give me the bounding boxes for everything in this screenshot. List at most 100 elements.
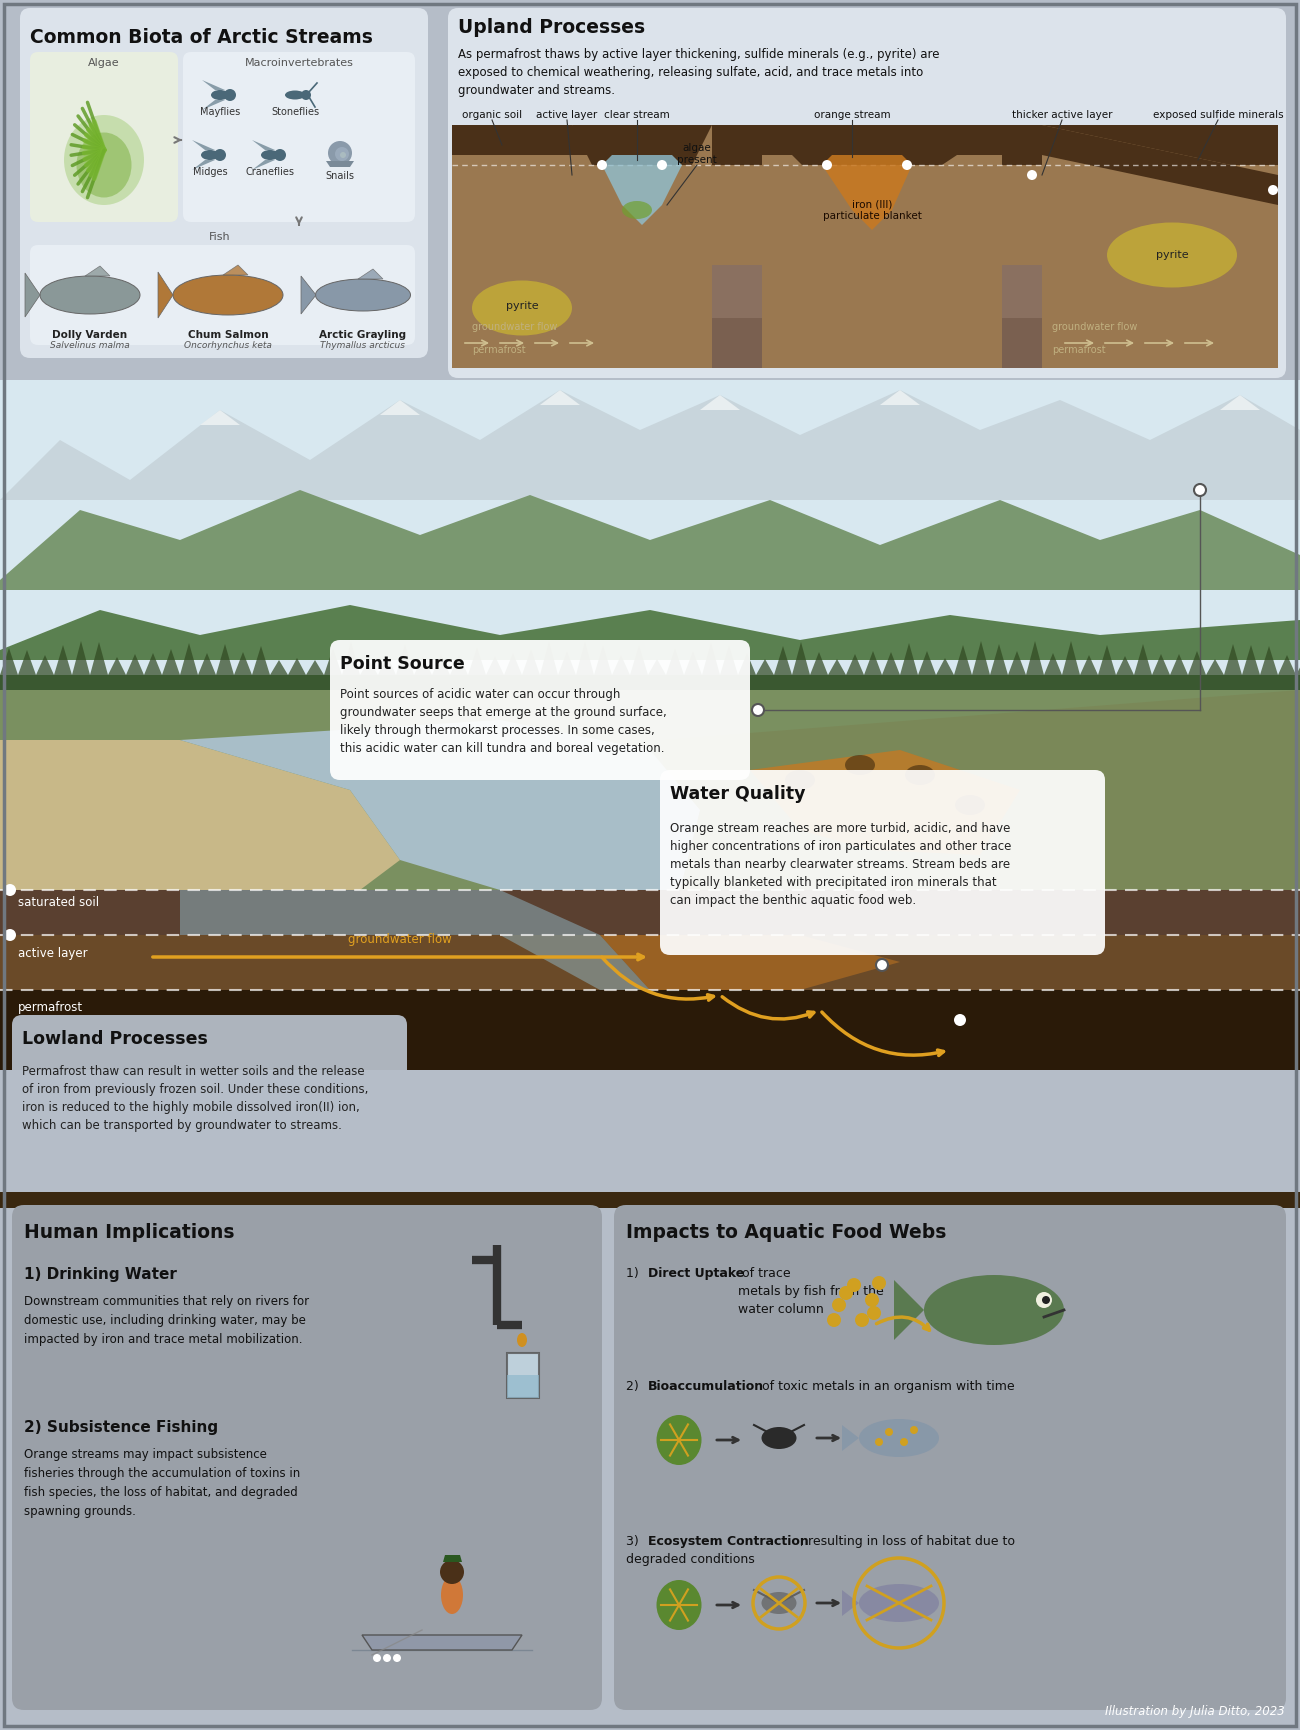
- Polygon shape: [602, 156, 682, 225]
- Text: exposed sulfide minerals: exposed sulfide minerals: [1153, 111, 1283, 119]
- Circle shape: [872, 1277, 887, 1291]
- Text: degraded conditions: degraded conditions: [627, 1554, 755, 1566]
- Circle shape: [910, 1426, 918, 1434]
- Polygon shape: [72, 642, 90, 675]
- Polygon shape: [326, 161, 354, 168]
- Polygon shape: [750, 751, 1020, 855]
- FancyBboxPatch shape: [660, 770, 1105, 955]
- Text: permafrost: permafrost: [18, 1002, 83, 1014]
- Circle shape: [439, 1560, 464, 1585]
- Circle shape: [867, 1306, 881, 1320]
- Bar: [0, 1192, 1300, 1208]
- Text: 1): 1): [627, 1266, 642, 1280]
- Polygon shape: [601, 934, 900, 990]
- Ellipse shape: [656, 1415, 702, 1465]
- Text: Illustration by Julia Ditto, 2023: Illustration by Julia Ditto, 2023: [1105, 1706, 1284, 1718]
- Polygon shape: [1043, 125, 1278, 368]
- Text: Arctic Grayling: Arctic Grayling: [320, 330, 407, 341]
- Circle shape: [335, 147, 348, 161]
- Circle shape: [224, 88, 237, 100]
- Bar: [0, 889, 1300, 934]
- Polygon shape: [1260, 645, 1278, 675]
- Polygon shape: [702, 642, 720, 675]
- Polygon shape: [1043, 125, 1278, 204]
- Polygon shape: [1098, 645, 1115, 675]
- Ellipse shape: [859, 1419, 939, 1457]
- Polygon shape: [202, 80, 225, 90]
- Text: saturated soil: saturated soil: [18, 896, 99, 908]
- Text: Impacts to Aquatic Food Webs: Impacts to Aquatic Food Webs: [627, 1223, 946, 1242]
- Ellipse shape: [261, 151, 280, 159]
- Ellipse shape: [211, 90, 229, 100]
- Circle shape: [302, 90, 311, 100]
- FancyBboxPatch shape: [12, 1206, 602, 1709]
- Polygon shape: [1188, 650, 1206, 675]
- FancyBboxPatch shape: [12, 1016, 407, 1185]
- Circle shape: [885, 1427, 893, 1436]
- Polygon shape: [881, 652, 900, 675]
- Ellipse shape: [441, 1576, 463, 1614]
- Text: Fish: Fish: [209, 232, 231, 242]
- Polygon shape: [540, 642, 558, 675]
- Polygon shape: [1225, 644, 1242, 675]
- Circle shape: [822, 159, 832, 170]
- Circle shape: [4, 884, 16, 896]
- Polygon shape: [1080, 656, 1098, 675]
- Circle shape: [1036, 1292, 1052, 1308]
- Polygon shape: [684, 650, 702, 675]
- Bar: [452, 125, 1278, 164]
- Polygon shape: [234, 652, 252, 675]
- Polygon shape: [523, 649, 540, 675]
- Polygon shape: [108, 657, 126, 675]
- Text: permafrost: permafrost: [1052, 344, 1105, 355]
- Bar: [0, 381, 1300, 1010]
- Text: Direct Uptake: Direct Uptake: [647, 1266, 744, 1280]
- Text: Upland Processes: Upland Processes: [458, 17, 645, 36]
- Bar: [0, 934, 1300, 990]
- Text: Salvelinus malma: Salvelinus malma: [51, 341, 130, 349]
- Polygon shape: [0, 389, 1300, 500]
- Circle shape: [1268, 185, 1278, 195]
- Polygon shape: [452, 125, 602, 156]
- Polygon shape: [1044, 652, 1062, 675]
- Polygon shape: [252, 159, 276, 170]
- Bar: [507, 1353, 540, 1398]
- Polygon shape: [0, 740, 400, 889]
- Polygon shape: [864, 650, 881, 675]
- Text: groundwater flow: groundwater flow: [348, 932, 452, 946]
- Polygon shape: [432, 654, 450, 675]
- Polygon shape: [55, 645, 72, 675]
- Polygon shape: [842, 1426, 859, 1451]
- Text: Point Source: Point Source: [341, 656, 465, 673]
- Text: As permafrost thaws by active layer thickening, sulfide minerals (e.g., pyrite) : As permafrost thaws by active layer thic…: [458, 48, 940, 97]
- Polygon shape: [198, 652, 216, 675]
- Text: active layer: active layer: [537, 111, 598, 119]
- Polygon shape: [192, 159, 214, 170]
- Polygon shape: [0, 649, 18, 675]
- Polygon shape: [443, 1555, 461, 1562]
- Text: thicker active layer: thicker active layer: [1011, 111, 1113, 119]
- Circle shape: [328, 142, 352, 164]
- Circle shape: [373, 1654, 381, 1663]
- Polygon shape: [792, 642, 810, 675]
- Polygon shape: [774, 645, 792, 675]
- Circle shape: [656, 159, 667, 170]
- Polygon shape: [179, 644, 198, 675]
- Polygon shape: [302, 277, 316, 315]
- Polygon shape: [396, 644, 413, 675]
- Bar: [0, 675, 1300, 714]
- Text: permafrost: permafrost: [472, 344, 525, 355]
- Polygon shape: [162, 649, 179, 675]
- Polygon shape: [972, 642, 991, 675]
- Text: algae
present: algae present: [677, 144, 716, 164]
- Polygon shape: [660, 690, 1300, 889]
- Polygon shape: [450, 656, 468, 675]
- Polygon shape: [699, 394, 740, 410]
- Polygon shape: [630, 645, 647, 675]
- Ellipse shape: [905, 765, 935, 785]
- Text: orange stream: orange stream: [814, 111, 890, 119]
- Circle shape: [832, 1298, 846, 1311]
- Text: Stoneflies: Stoneflies: [270, 107, 318, 118]
- Circle shape: [954, 1014, 966, 1026]
- Polygon shape: [954, 645, 972, 675]
